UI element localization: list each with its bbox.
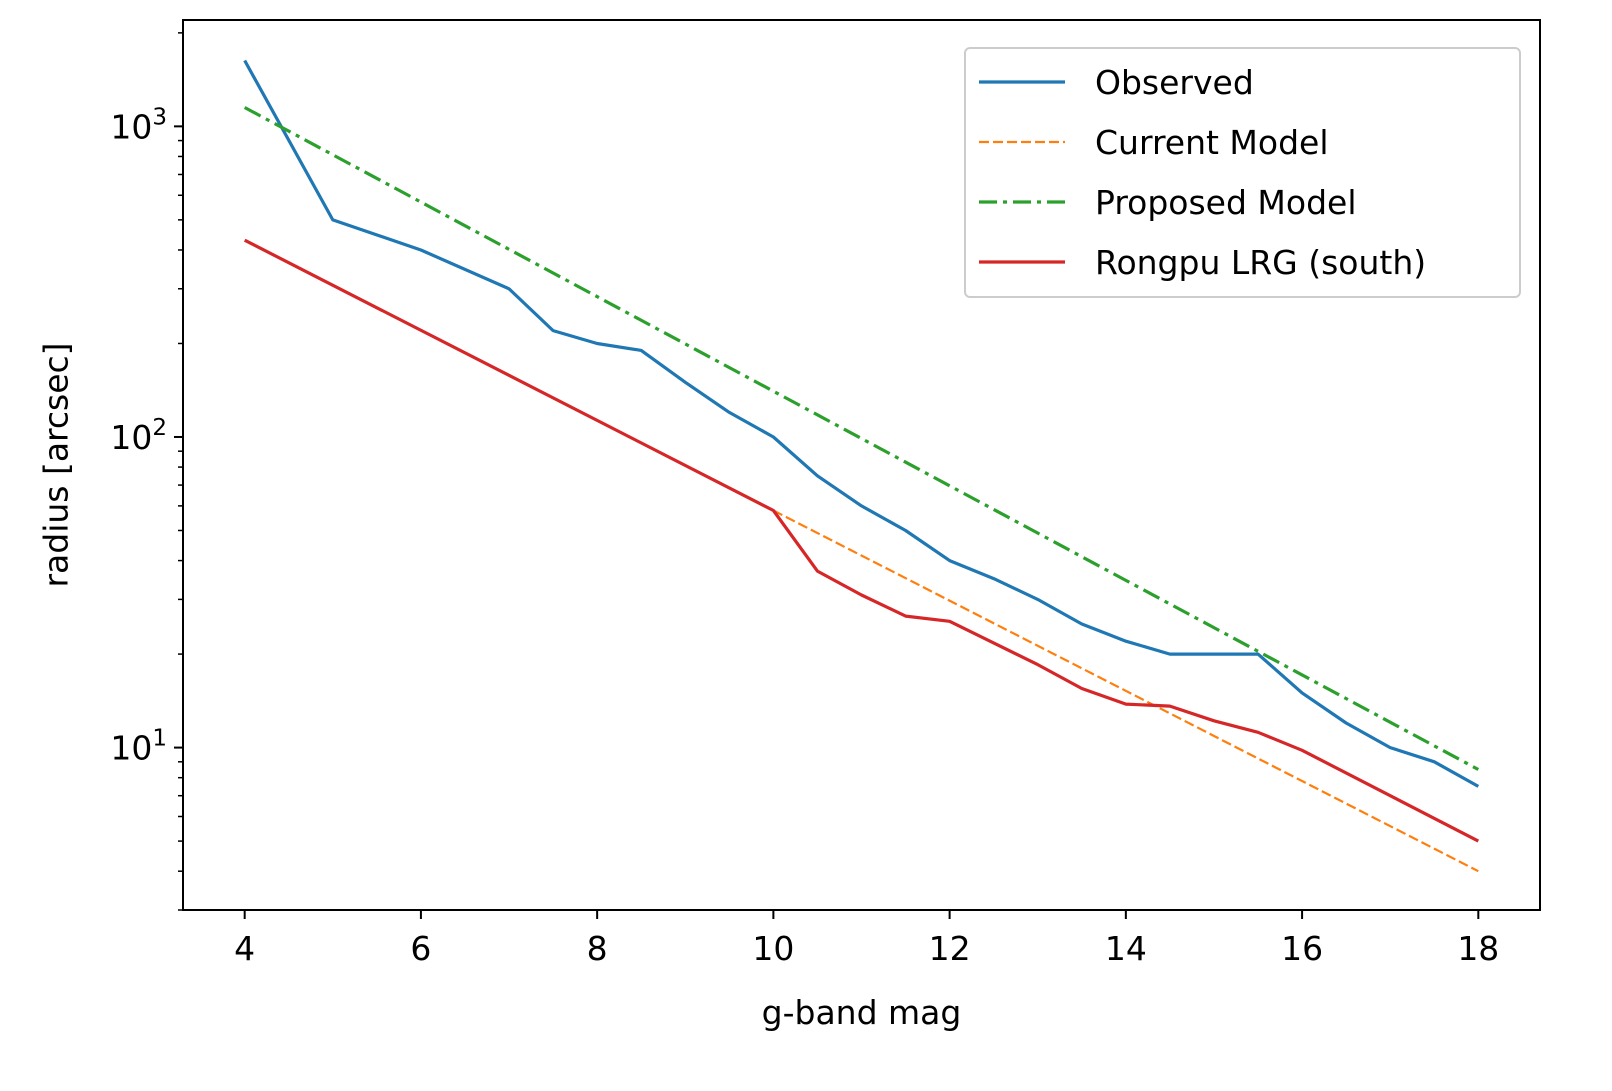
x-tick-label: 4: [234, 929, 255, 968]
x-tick-label: 12: [929, 929, 971, 968]
x-tick-label: 10: [752, 929, 794, 968]
x-tick-label: 14: [1105, 929, 1147, 968]
series-line-2: [772, 509, 1479, 873]
series-line-3: [243, 106, 1480, 771]
series-layer: [243, 59, 1480, 873]
legend-box: [964, 47, 1521, 298]
legend-label-1: Observed: [1095, 63, 1254, 102]
legend-label-3: Proposed Model: [1095, 183, 1357, 222]
x-tick-label: 6: [410, 929, 431, 968]
y-tick-label: 101: [110, 726, 167, 768]
series-line-1: [243, 59, 1480, 788]
legend-label-2: Current Model: [1095, 123, 1329, 162]
series-line-4: [243, 238, 1480, 843]
ticks-layer: 4 6 8 10 12 14 16 18 101 102 103: [110, 32, 1499, 968]
x-tick-label: 16: [1281, 929, 1323, 968]
x-tick-label: 8: [587, 929, 608, 968]
y-tick-label: 103: [110, 104, 167, 146]
legend: Observed Current Model Proposed Model Rongp…: [964, 47, 1521, 298]
y-axis-label: radius [arcsec]: [37, 342, 76, 587]
x-tick-label: 18: [1457, 929, 1499, 968]
x-axis-label: g-band mag: [762, 993, 962, 1032]
plot-frame: [182, 19, 1541, 911]
y-tick-label: 102: [110, 415, 167, 457]
legend-label-4: Rongpu LRG (south): [1095, 243, 1426, 282]
